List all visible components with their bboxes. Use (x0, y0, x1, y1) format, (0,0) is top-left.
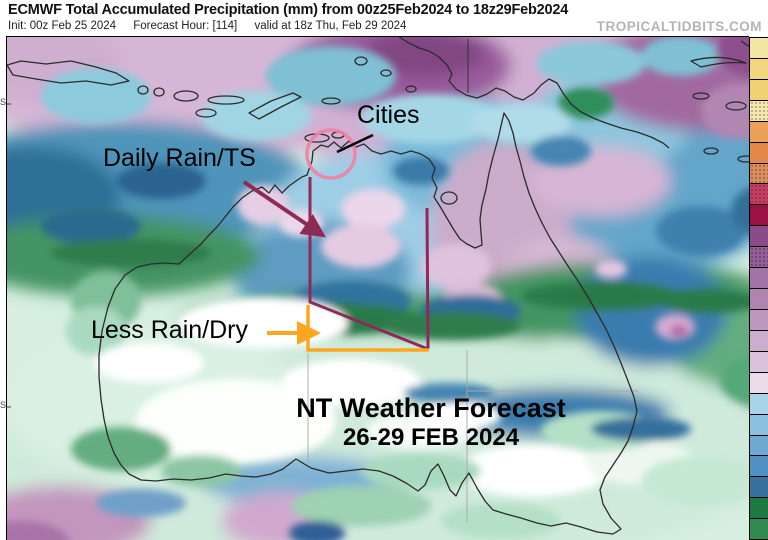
colorbar-segment (750, 414, 768, 436)
map-svg (7, 37, 749, 540)
colorbar-segment (750, 163, 768, 185)
colorbar-segment (750, 100, 768, 122)
annotation-shapes (242, 128, 430, 352)
colorbar-segment (750, 79, 768, 101)
lat-tick-label: S (0, 400, 7, 410)
cities-pointer-line (336, 133, 374, 154)
run-info-line: Init: 00z Feb 25 2024 Forecast Hour: [11… (8, 20, 420, 32)
colorbar-segment (750, 247, 768, 269)
header-bar: ECMWF Total Accumulated Precipitation (m… (0, 0, 768, 36)
daily-rain-annotation: Daily Rain/TS (103, 144, 256, 172)
dry-region-outline (306, 305, 429, 352)
map-title: ECMWF Total Accumulated Precipitation (m… (8, 2, 569, 18)
precipitation-colorbar (749, 37, 768, 540)
precipitation-map (6, 36, 749, 540)
state-borders (307, 350, 638, 522)
colorbar-segment (750, 393, 768, 415)
colorbar-segment (750, 289, 768, 310)
coastline (7, 37, 749, 535)
cities-highlight-circle (305, 128, 357, 180)
colorbar-segment (750, 58, 768, 80)
colorbar-segment (750, 435, 768, 457)
colorbar-segment (750, 519, 768, 540)
colorbar-segment (750, 372, 768, 394)
lat-tick-marks (7, 103, 11, 408)
lat-tick-label: S (0, 97, 7, 107)
precip-field-detail (7, 37, 749, 540)
nt-region-outline-right (425, 207, 430, 350)
valid-time: valid at 18z Thu, Feb 29 2024 (254, 20, 407, 32)
colorbar-segment (750, 184, 768, 206)
site-watermark: TROPICALTIDBITS.COM (596, 19, 762, 34)
colorbar-segment (750, 226, 768, 248)
colorbar-segment (750, 477, 768, 499)
init-time: Init: 00z Feb 25 2024 (8, 20, 117, 32)
colorbar-segment (750, 351, 768, 373)
colorbar-segment (750, 309, 768, 331)
colorbar-segment (750, 498, 768, 520)
less-rain-annotation: Less Rain/Dry (91, 316, 248, 344)
forecast-title: NT Weather Forecast (296, 393, 566, 423)
forecast-dates: 26-29 FEB 2024 (342, 424, 520, 451)
colorbar-segment (750, 456, 768, 478)
cities-annotation: Cities (357, 101, 420, 129)
colorbar-segment (750, 330, 768, 352)
colorbar-segment (750, 142, 768, 164)
colorbar-segment (750, 121, 768, 143)
forecast-hour: Forecast Hour: [114] (133, 20, 238, 32)
colorbar-segment (750, 38, 768, 59)
colorbar-segment (750, 205, 768, 227)
daily-rain-arrow (242, 180, 326, 238)
colorbar-segment (750, 268, 768, 290)
